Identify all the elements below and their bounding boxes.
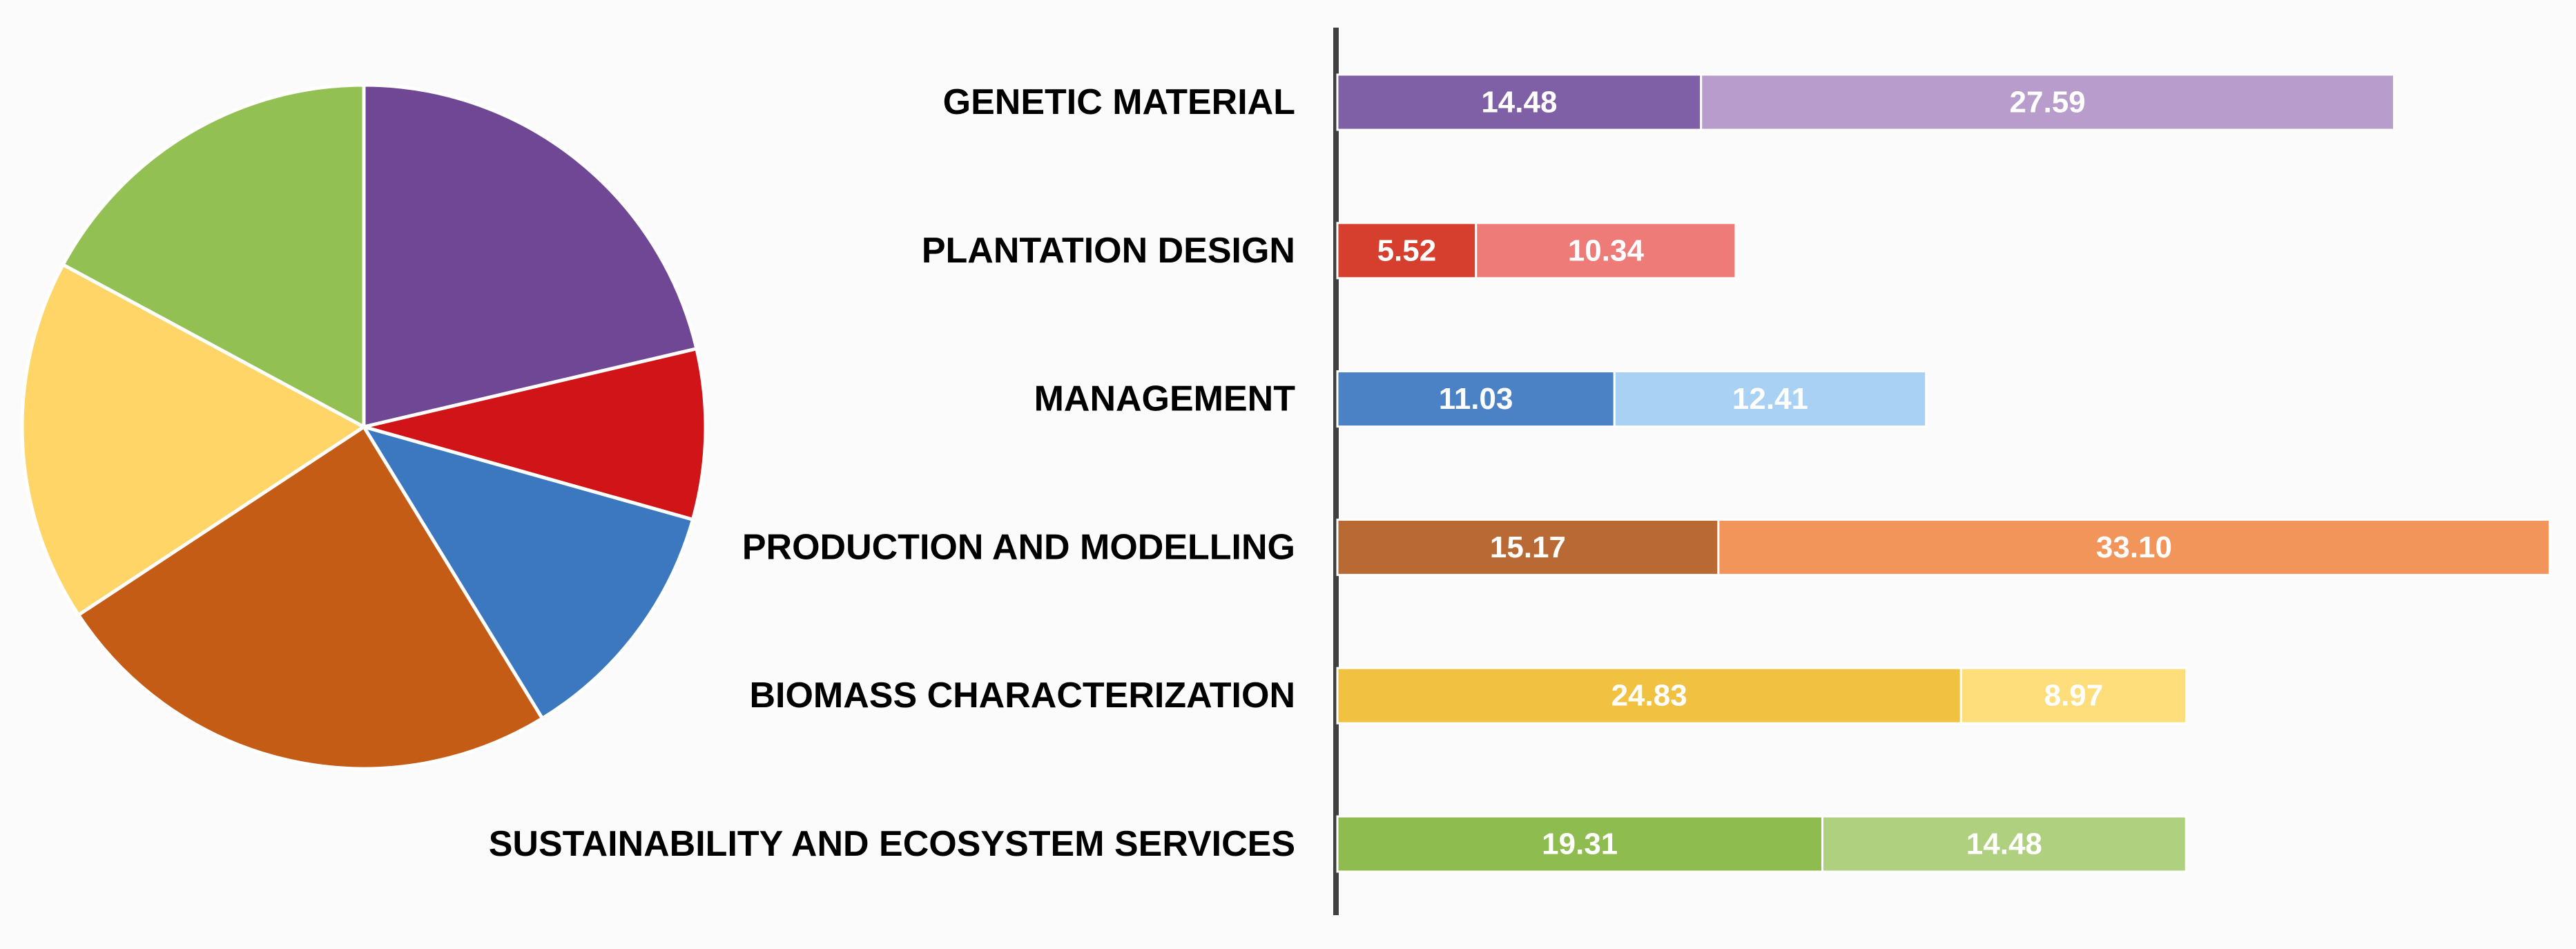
bar-production-and-modelling-segment-1 xyxy=(1336,518,1720,576)
pie-slice-production-and-modelling xyxy=(77,425,544,771)
bar-value-label-genetic-material-segment-2: 27.59 xyxy=(2010,86,2086,119)
bar-production-and-modelling-segment-2 xyxy=(1717,518,2551,576)
bar-plantation-design-segment-2 xyxy=(1475,222,1737,280)
pie-slice-management xyxy=(362,425,695,720)
bar-value-label-plantation-design-segment-2: 10.34 xyxy=(1568,233,1645,267)
bar-value-label-production-and-modelling-segment-2: 33.10 xyxy=(2096,530,2172,564)
bar-value-label-biomass-characterization-segment-2: 8.97 xyxy=(2044,679,2104,713)
bar-value-label-sustainability-and-ecosystem-services-segment-1: 19.31 xyxy=(1542,827,1618,861)
bar-biomass-characterization-segment-2 xyxy=(1959,667,2188,725)
category-label-plantation-design: PLANTATION DESIGN xyxy=(922,231,1295,271)
category-label-sustainability-and-ecosystem-services: SUSTAINABILITY AND ECOSYSTEM SERVICES xyxy=(489,824,1295,864)
category-label-production-and-modelling: PRODUCTION AND MODELLING xyxy=(742,527,1295,567)
bar-value-label-genetic-material-segment-1: 14.48 xyxy=(1481,86,1557,119)
bar-value-label-biomass-characterization-segment-1: 24.83 xyxy=(1611,679,1687,713)
bar-genetic-material-segment-2 xyxy=(1700,73,2395,131)
category-label-management: MANAGEMENT xyxy=(1034,379,1296,419)
bar-value-label-production-and-modelling-segment-1: 15.17 xyxy=(1490,530,1566,564)
pie-slice-sustainability-and-ecosystem-services xyxy=(61,83,366,429)
bar-value-label-sustainability-and-ecosystem-services-segment-2: 14.48 xyxy=(1966,827,2042,861)
bar-sustainability-and-ecosystem-services-segment-1 xyxy=(1336,815,1823,873)
bar-management-segment-2 xyxy=(1613,370,1928,428)
bar-value-label-management-segment-2: 12.41 xyxy=(1732,382,1808,416)
pie-slice-genetic-material xyxy=(362,83,699,429)
pie-chart xyxy=(20,83,708,771)
bar-sustainability-and-ecosystem-services-segment-2 xyxy=(1821,815,2187,873)
pie-slice-plantation-design xyxy=(362,347,708,521)
bar-value-label-management-segment-1: 11.03 xyxy=(1439,382,1513,416)
category-label-biomass-characterization: BIOMASS CHARACTERIZATION xyxy=(749,675,1295,716)
pie-slice-biomass-characterization xyxy=(20,262,366,617)
bar-value-label-plantation-design-segment-1: 5.52 xyxy=(1377,233,1437,267)
category-label-genetic-material: GENETIC MATERIAL xyxy=(943,82,1295,122)
